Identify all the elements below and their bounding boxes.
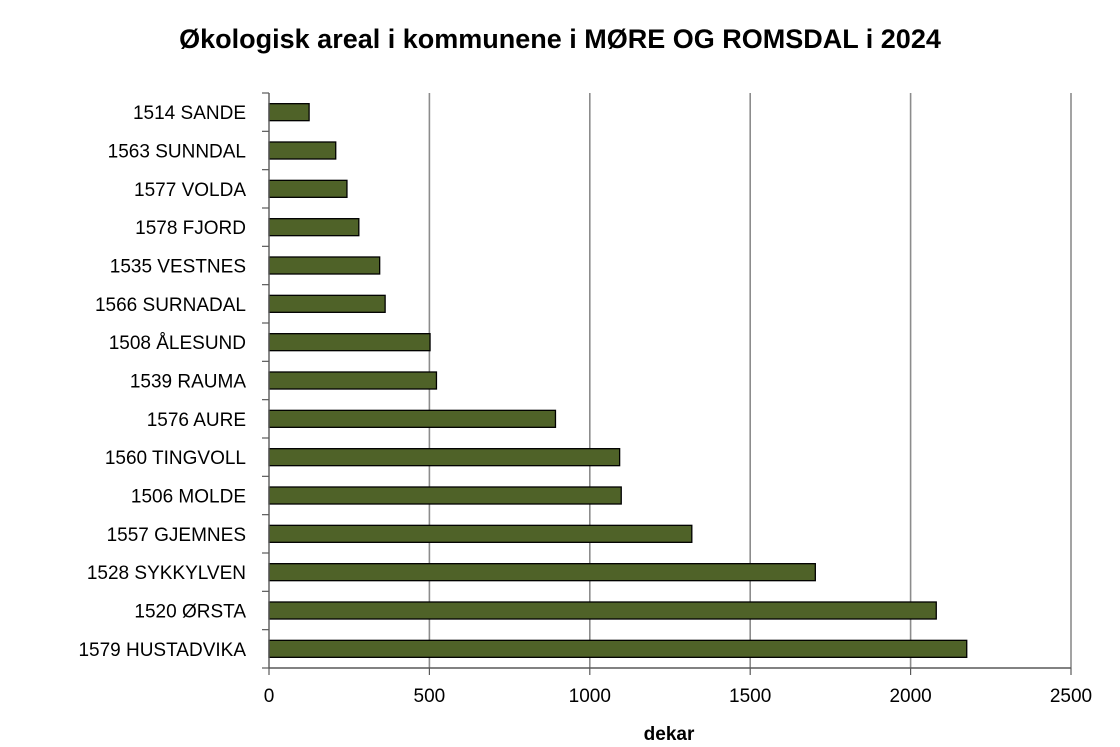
- category-label: 1563 SUNNDAL: [108, 142, 246, 163]
- x-tick-label: 2000: [889, 686, 931, 707]
- category-label: 1566 SURNADAL: [95, 295, 246, 316]
- x-tick-label: 2500: [1050, 686, 1092, 707]
- bar: [268, 294, 386, 313]
- x-tick-label: 1500: [729, 686, 771, 707]
- bar: [268, 371, 438, 390]
- bar: [268, 333, 431, 352]
- category-label: 1576 AURE: [147, 410, 246, 431]
- x-tick-label: 1000: [569, 686, 611, 707]
- grid-lines: [428, 93, 1072, 668]
- bar: [268, 218, 360, 237]
- category-label: 1539 RAUMA: [130, 372, 246, 393]
- bar: [268, 256, 381, 275]
- category-label: 1514 SANDE: [133, 103, 246, 124]
- tick-labels: 0 500 1000 1500 2000 2500: [264, 686, 1092, 707]
- category-label: 1508 ÅLESUND: [109, 333, 246, 354]
- bar: [268, 409, 557, 428]
- x-axis-label: dekar: [644, 724, 695, 745]
- bar: [268, 524, 693, 543]
- bar: [268, 141, 337, 160]
- category-label: 1577 VOLDA: [134, 180, 246, 201]
- x-tick-label: 0: [264, 686, 275, 707]
- category-label: 1560 TINGVOLL: [105, 448, 246, 469]
- category-label: 1528 SYKKYLVEN: [87, 563, 246, 584]
- x-tick-label: 500: [414, 686, 446, 707]
- category-label: 1520 ØRSTA: [134, 602, 246, 623]
- category-label: 1557 GJEMNES: [107, 525, 246, 546]
- bar: [268, 563, 816, 582]
- bar: [268, 448, 621, 467]
- bars: [268, 103, 968, 658]
- axes: [262, 92, 1072, 675]
- category-label: 1578 FJORD: [135, 218, 246, 239]
- bar: [268, 179, 348, 198]
- chart-title: Økologisk areal i kommunene i MØRE OG RO…: [179, 24, 941, 54]
- bar: [268, 486, 622, 505]
- bar: [268, 103, 310, 122]
- bar: [268, 639, 968, 658]
- bar: [268, 601, 937, 620]
- category-label: 1506 MOLDE: [131, 487, 246, 508]
- category-label: 1535 VESTNES: [110, 257, 246, 278]
- category-label: 1579 HUSTADVIKA: [78, 640, 246, 661]
- category-labels: 1514 SANDE 1563 SUNNDAL 1577 VOLDA 1578 FJO…: [78, 103, 246, 661]
